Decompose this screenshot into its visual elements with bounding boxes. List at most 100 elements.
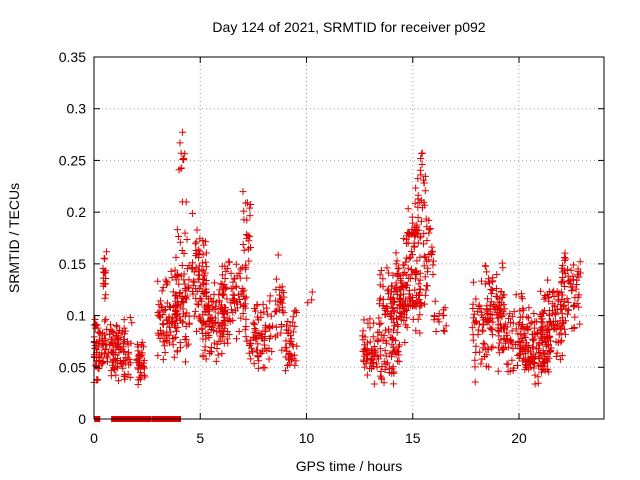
data-point <box>375 328 383 336</box>
data-point <box>377 351 385 359</box>
data-point <box>571 294 579 302</box>
data-point <box>134 347 142 355</box>
data-point <box>107 336 115 344</box>
data-point <box>499 264 507 272</box>
data-point <box>383 264 391 272</box>
data-point <box>285 351 293 359</box>
data-point <box>435 318 443 326</box>
data-point <box>402 235 410 243</box>
data-point <box>492 285 500 293</box>
data-point <box>556 356 564 364</box>
data-point <box>210 290 218 298</box>
data-point <box>278 287 286 295</box>
data-point <box>172 315 180 323</box>
data-point <box>410 242 418 250</box>
data-point <box>534 362 542 370</box>
data-point <box>201 269 209 277</box>
data-point <box>114 377 122 385</box>
data-point <box>389 326 397 334</box>
data-point <box>531 380 539 388</box>
data-point <box>441 304 449 312</box>
data-point <box>425 256 433 264</box>
data-point <box>276 295 284 303</box>
data-point <box>479 339 487 347</box>
data-point <box>101 280 109 288</box>
data-point <box>100 341 108 349</box>
data-point <box>241 265 249 273</box>
data-point <box>413 221 421 229</box>
data-point <box>229 278 237 286</box>
data-point <box>304 299 312 307</box>
data-point <box>363 354 371 362</box>
data-point <box>246 233 254 241</box>
data-point <box>191 240 199 248</box>
data-point <box>389 271 397 279</box>
data-point <box>545 354 553 362</box>
data-point <box>537 318 545 326</box>
data-point <box>127 339 135 347</box>
data-point <box>181 150 189 158</box>
data-point <box>531 359 539 367</box>
data-point <box>396 296 404 304</box>
data-point <box>407 302 415 310</box>
data-point <box>287 338 295 346</box>
data-point <box>376 345 384 353</box>
y-tick-label: 0 <box>78 411 86 427</box>
data-point <box>548 306 556 314</box>
data-point <box>540 310 548 318</box>
data-point <box>541 291 549 299</box>
data-point <box>210 320 218 328</box>
data-point <box>482 315 490 323</box>
data-point <box>519 337 527 345</box>
data-point <box>429 261 437 269</box>
data-point <box>172 333 180 341</box>
data-point <box>195 250 203 258</box>
data-point <box>138 351 146 359</box>
data-point <box>192 294 200 302</box>
data-point <box>414 195 422 203</box>
data-point <box>272 307 280 315</box>
data-point <box>225 315 233 323</box>
data-point <box>200 241 208 249</box>
data-point <box>380 358 388 366</box>
data-point <box>551 324 559 332</box>
data-point <box>496 295 504 303</box>
data-point <box>172 327 180 335</box>
data-point <box>202 288 210 296</box>
data-point <box>431 312 439 320</box>
data-point <box>171 302 179 310</box>
data-point <box>553 305 561 313</box>
data-point <box>523 323 531 331</box>
data-point <box>380 379 388 387</box>
data-point <box>242 322 250 330</box>
data-point <box>159 321 167 329</box>
y-axis-label: SRMTID / TECUs <box>6 183 22 293</box>
data-point <box>207 343 215 351</box>
data-point <box>469 278 477 286</box>
x-tick-label: 15 <box>405 430 421 446</box>
data-point <box>189 281 197 289</box>
data-point <box>134 364 142 372</box>
data-point <box>537 333 545 341</box>
data-point <box>548 288 556 296</box>
data-point <box>500 325 508 333</box>
data-point <box>529 343 537 351</box>
data-point <box>376 281 384 289</box>
data-point <box>106 330 114 338</box>
data-point <box>390 319 398 327</box>
y-tick-label: 0.05 <box>59 359 86 375</box>
data-point <box>504 360 512 368</box>
data-point <box>101 350 109 358</box>
data-point <box>381 365 389 373</box>
data-point <box>163 299 171 307</box>
data-point <box>485 363 493 371</box>
data-point <box>421 291 429 299</box>
data-point <box>552 352 560 360</box>
data-point <box>181 335 189 343</box>
data-point <box>198 318 206 326</box>
data-point <box>573 299 581 307</box>
data-point <box>557 288 565 296</box>
data-point <box>552 308 560 316</box>
data-point <box>557 338 565 346</box>
